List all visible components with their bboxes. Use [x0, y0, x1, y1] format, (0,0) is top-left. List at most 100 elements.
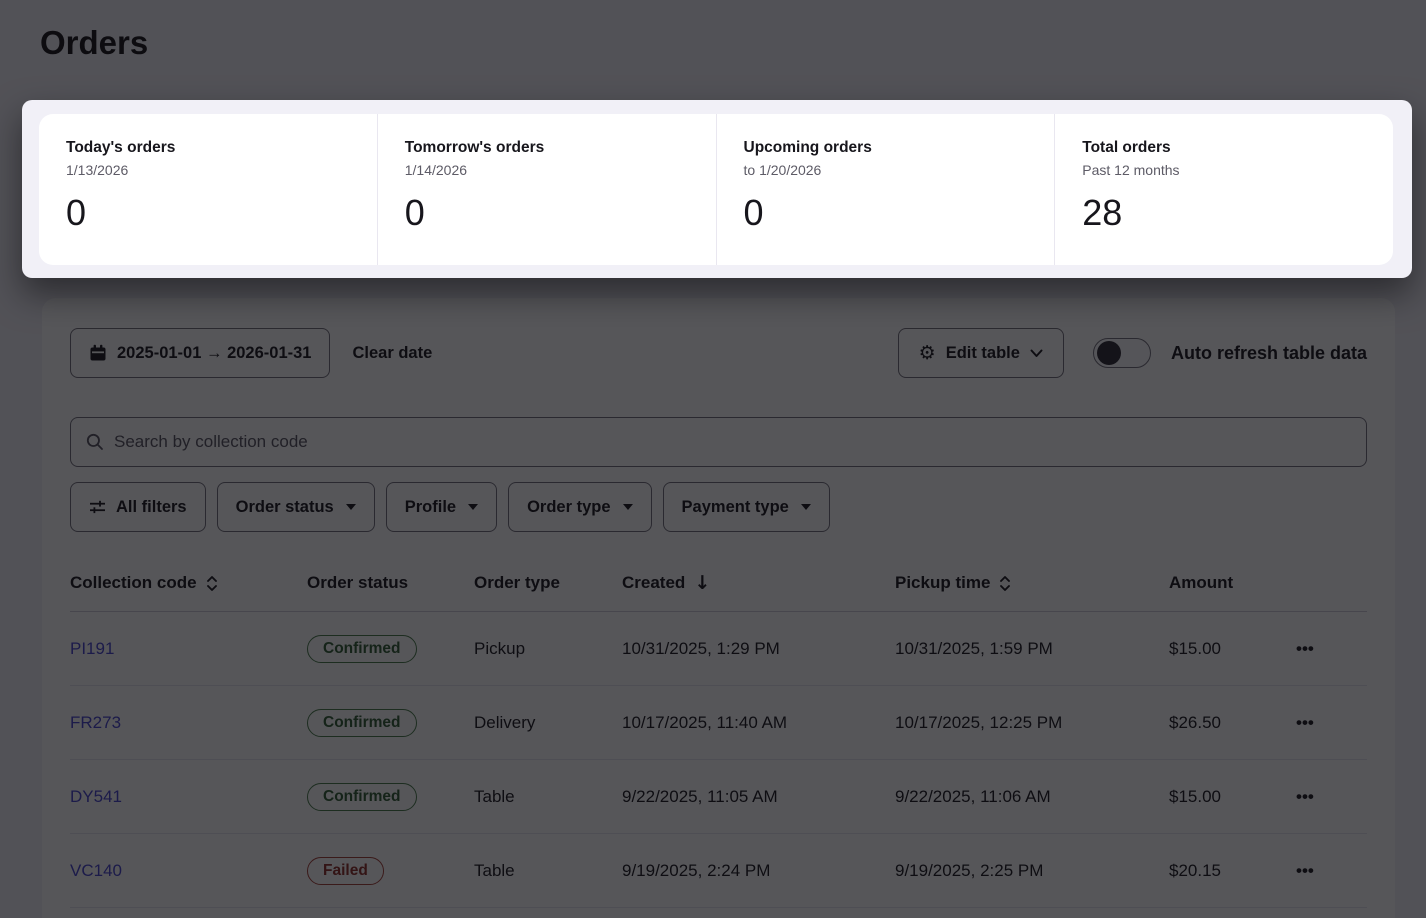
stat-sublabel: Past 12 months [1082, 162, 1180, 178]
created-cell: 10/31/2025, 1:29 PM [622, 638, 780, 658]
stat-sublabel: 1/14/2026 [404, 162, 468, 178]
collection-code-link[interactable]: DY541 [70, 786, 122, 806]
amount-cell: $20.15 [1169, 860, 1221, 880]
row-menu-button[interactable]: ••• [1296, 786, 1314, 806]
table-row: PI191 Confirmed Pickup 10/31/2025, 1:29 … [70, 612, 1367, 686]
filter-profile[interactable]: Profile [385, 482, 498, 532]
column-label: Collection code [70, 573, 197, 592]
table-body: PI191 Confirmed Pickup 10/31/2025, 1:29 … [70, 612, 1367, 908]
all-filters-button[interactable]: All filters [70, 482, 206, 532]
date-range-label: 2025-01-01 → 2026-01-31 [117, 343, 312, 362]
column-label: Pickup time [895, 573, 991, 592]
column-header-pickup-time[interactable]: Pickup time [895, 573, 1169, 593]
sliders-icon [89, 499, 106, 515]
amount-cell: $26.50 [1169, 712, 1221, 732]
column-label: Created [622, 573, 686, 592]
created-cell: 10/17/2025, 11:40 AM [622, 712, 788, 732]
calendar-icon [89, 344, 107, 362]
filter-payment-type[interactable]: Payment type [662, 482, 830, 532]
auto-refresh-label: Auto refresh table data [1170, 342, 1367, 363]
stat-total-orders: Total orders Past 12 months 28 [1054, 114, 1393, 265]
stat-label: Tomorrow's orders [404, 139, 545, 156]
filter-label: Order status [235, 497, 334, 516]
status-badge: Confirmed [307, 782, 417, 811]
column-header-order-type[interactable]: Order type [474, 573, 622, 593]
stat-value: 28 [1082, 192, 1123, 233]
stat-upcoming-orders: Upcoming orders to 1/20/2026 0 [715, 114, 1055, 265]
pickup-time-cell: 9/22/2025, 11:06 AM [895, 786, 1051, 806]
caret-down-icon [622, 504, 633, 510]
table-header-row: Collection code Order status Order type [70, 555, 1367, 612]
row-menu-button[interactable]: ••• [1296, 638, 1314, 658]
column-header-amount: Amount [1169, 573, 1296, 593]
status-badge: Confirmed [307, 634, 417, 663]
orders-panel: 2025-01-01 → 2026-01-31 Clear date ⚙ Edi… [42, 298, 1395, 918]
order-stats-card: Today's orders 1/13/2026 0 Tomorrow's or… [39, 114, 1393, 265]
filter-order-type[interactable]: Order type [508, 482, 652, 532]
order-type-cell: Pickup [474, 638, 526, 658]
created-cell: 9/19/2025, 2:24 PM [622, 860, 771, 880]
date-range-button[interactable]: 2025-01-01 → 2026-01-31 [70, 328, 331, 378]
table-row: VC140 Failed Table 9/19/2025, 2:24 PM 9/… [70, 834, 1367, 908]
amount-cell: $15.00 [1169, 638, 1221, 658]
stat-value: 0 [404, 192, 425, 233]
column-label: Order type [474, 573, 560, 592]
clear-date-button[interactable]: Clear date [352, 343, 433, 362]
search-box [70, 417, 1367, 467]
search-input[interactable] [114, 432, 1352, 452]
column-label: Amount [1169, 573, 1234, 592]
filter-order-status[interactable]: Order status [216, 482, 375, 532]
filter-label: Payment type [681, 497, 789, 516]
order-type-cell: Delivery [474, 712, 536, 732]
page-title: Orders [40, 24, 149, 61]
collection-code-link[interactable]: VC140 [70, 860, 122, 880]
collection-code-link[interactable]: FR273 [70, 712, 122, 732]
orders-table: Collection code Order status Order type [70, 555, 1367, 908]
sort-desc-icon: ↓ [694, 571, 711, 594]
row-menu-button[interactable]: ••• [1296, 712, 1314, 732]
collection-code-link[interactable]: PI191 [70, 638, 115, 658]
edit-table-label: Edit table [945, 343, 1020, 362]
stat-sublabel: 1/13/2026 [66, 162, 129, 178]
column-label: Order status [307, 573, 409, 592]
sort-both-icon [999, 575, 1011, 592]
caret-down-icon [468, 504, 479, 510]
row-menu-button[interactable]: ••• [1296, 860, 1314, 880]
filter-label: Profile [404, 497, 457, 516]
table-row: FR273 Confirmed Delivery 10/17/2025, 11:… [70, 686, 1367, 760]
filters-row: All filters Order status Profile Order t… [70, 482, 1367, 532]
table-row: DY541 Confirmed Table 9/22/2025, 11:05 A… [70, 760, 1367, 834]
pickup-time-cell: 10/17/2025, 12:25 PM [895, 712, 1063, 732]
stat-todays-orders: Today's orders 1/13/2026 0 [39, 114, 377, 265]
search-icon [85, 432, 105, 452]
order-type-cell: Table [474, 860, 515, 880]
stat-label: Total orders [1082, 139, 1171, 156]
amount-cell: $15.00 [1169, 786, 1221, 806]
column-header-collection-code[interactable]: Collection code [70, 573, 307, 593]
stat-tomorrows-orders: Tomorrow's orders 1/14/2026 0 [376, 114, 716, 265]
filter-label: Order type [527, 497, 611, 516]
pickup-time-cell: 9/19/2025, 2:25 PM [895, 860, 1044, 880]
stat-value: 0 [743, 192, 764, 233]
caret-down-icon [345, 504, 356, 510]
stat-label: Upcoming orders [743, 139, 872, 156]
edit-table-button[interactable]: ⚙ Edit table [897, 328, 1064, 378]
stat-value: 0 [66, 192, 87, 233]
column-header-order-status[interactable]: Order status [307, 573, 474, 593]
status-badge: Confirmed [307, 708, 417, 737]
table-toolbar: 2025-01-01 → 2026-01-31 Clear date ⚙ Edi… [70, 328, 1367, 378]
stat-label: Today's orders [66, 139, 176, 156]
auto-refresh-toggle[interactable] [1092, 338, 1151, 368]
created-cell: 9/22/2025, 11:05 AM [622, 786, 778, 806]
stat-sublabel: to 1/20/2026 [743, 162, 822, 178]
gear-icon: ⚙ [918, 341, 936, 364]
column-header-created[interactable]: Created ↓ [622, 573, 895, 593]
pickup-time-cell: 10/31/2025, 1:59 PM [895, 638, 1053, 658]
toggle-knob [1096, 341, 1121, 365]
order-type-cell: Table [474, 786, 515, 806]
caret-down-icon [800, 504, 811, 510]
sort-both-icon [206, 575, 218, 592]
chevron-down-icon [1030, 349, 1043, 358]
status-badge: Failed [307, 856, 384, 885]
